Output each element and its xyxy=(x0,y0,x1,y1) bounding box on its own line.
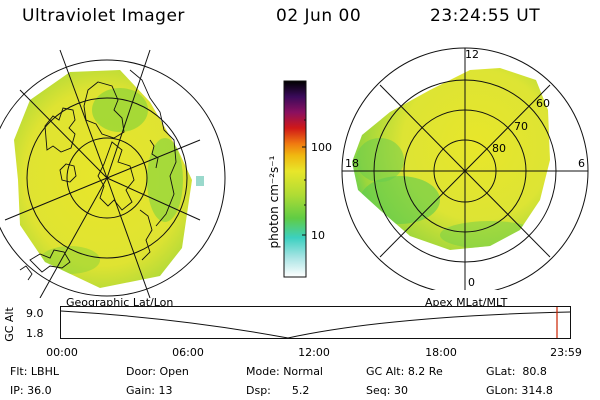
geographic-label: Geographic Lat/Lon xyxy=(66,296,174,309)
colorbar-tick-10: 10 xyxy=(311,229,325,242)
image-time: 23:24:55 UT xyxy=(430,6,541,26)
apex-image-panel xyxy=(341,47,589,290)
info-glon: GLon: 314.8 xyxy=(486,384,553,397)
geographic-image-panel xyxy=(0,49,226,298)
info-mode: Mode: Normal xyxy=(246,365,323,378)
altitude-axis-label: GC Alt xyxy=(2,307,16,342)
info-glat: GLat: 80.8 xyxy=(486,365,547,378)
mlt-label-0: 0 xyxy=(468,276,475,289)
outlier-patch xyxy=(196,176,204,186)
mlt-label-12: 12 xyxy=(465,48,479,61)
image-date: 02 Jun 00 xyxy=(276,6,362,26)
time-tick-1800: 18:00 xyxy=(425,346,457,359)
mlat-label-60: 60 xyxy=(536,97,550,110)
info-filter: Flt: LBHL xyxy=(10,365,59,378)
info-seq: Seq: 30 xyxy=(366,384,408,397)
colorbar-unit-label: photon cm⁻²s⁻¹ xyxy=(267,155,281,249)
mlat-label-70: 70 xyxy=(514,120,528,133)
altitude-tick-low: 1.8 xyxy=(26,327,44,340)
info-gain: Gain: 13 xyxy=(126,384,173,397)
mlt-label-18: 18 xyxy=(345,157,359,170)
mlat-label-80: 80 xyxy=(492,142,506,155)
time-tick-2359: 23:59 xyxy=(550,346,582,359)
info-dsp: Dsp: 5.2 xyxy=(246,384,310,397)
info-gc-alt: GC Alt: 8.2 Re xyxy=(366,365,443,378)
time-tick-1200: 12:00 xyxy=(298,346,330,359)
time-tick-0600: 06:00 xyxy=(172,346,204,359)
apex-label: Apex MLat/MLT xyxy=(425,296,508,309)
instrument-title: Ultraviolet Imager xyxy=(22,6,185,26)
info-ip: IP: 36.0 xyxy=(10,384,52,397)
altitude-tick-high: 9.0 xyxy=(26,307,44,320)
mlt-label-6: 6 xyxy=(578,157,585,170)
colorbar-tick-100: 100 xyxy=(311,141,332,154)
altitude-strip-plot xyxy=(60,306,571,339)
time-tick-0000: 00:00 xyxy=(46,346,78,359)
color-scale-bar xyxy=(283,80,307,278)
info-door: Door: Open xyxy=(126,365,189,378)
